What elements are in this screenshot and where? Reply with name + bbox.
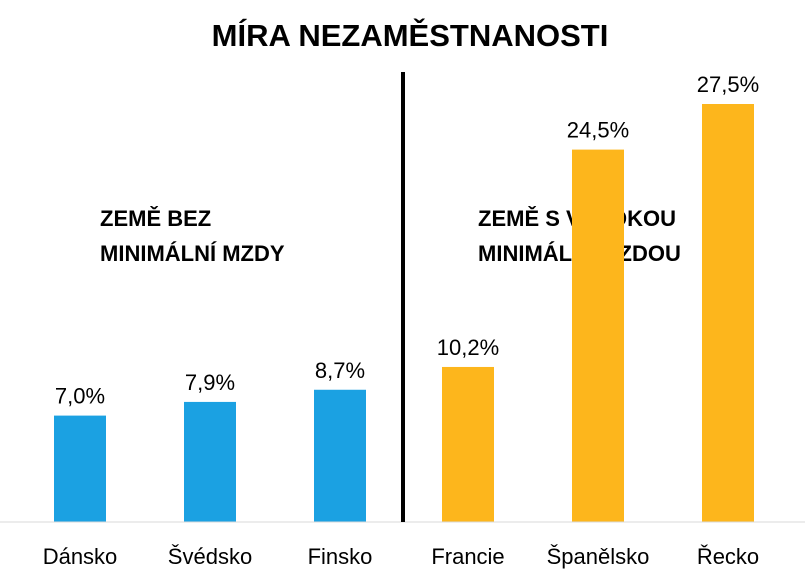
chart-title: MÍRA NEZAMĚSTNANOSTI <box>212 17 609 53</box>
data-label-4: 24,5% <box>567 118 629 143</box>
bar-0 <box>54 415 106 522</box>
category-label-2: Finsko <box>308 544 373 569</box>
bar-2 <box>314 389 366 522</box>
data-label-0: 7,0% <box>55 384 105 409</box>
category-label-5: Řecko <box>697 544 759 569</box>
category-label-3: Francie <box>431 544 504 569</box>
data-label-1: 7,9% <box>185 370 235 395</box>
category-label-0: Dánsko <box>43 544 118 569</box>
bars-group: 7,0% Dánsko 7,9% Švédsko 8,7% Finsko 10,2% Fran… <box>43 72 759 569</box>
data-label-2: 8,7% <box>315 358 365 383</box>
bar-1 <box>184 401 236 522</box>
bar-3 <box>442 366 494 522</box>
data-label-3: 10,2% <box>437 335 499 360</box>
data-label-5: 27,5% <box>697 72 759 97</box>
bar-5 <box>702 104 754 522</box>
group-label-no-min-wage-line2: MINIMÁLNÍ MZDY <box>100 241 285 266</box>
bar-4 <box>572 149 624 522</box>
group-label-no-min-wage-line1: ZEMĚ BEZ <box>100 206 211 231</box>
category-label-4: Španělsko <box>547 544 650 569</box>
category-label-1: Švédsko <box>168 544 252 569</box>
